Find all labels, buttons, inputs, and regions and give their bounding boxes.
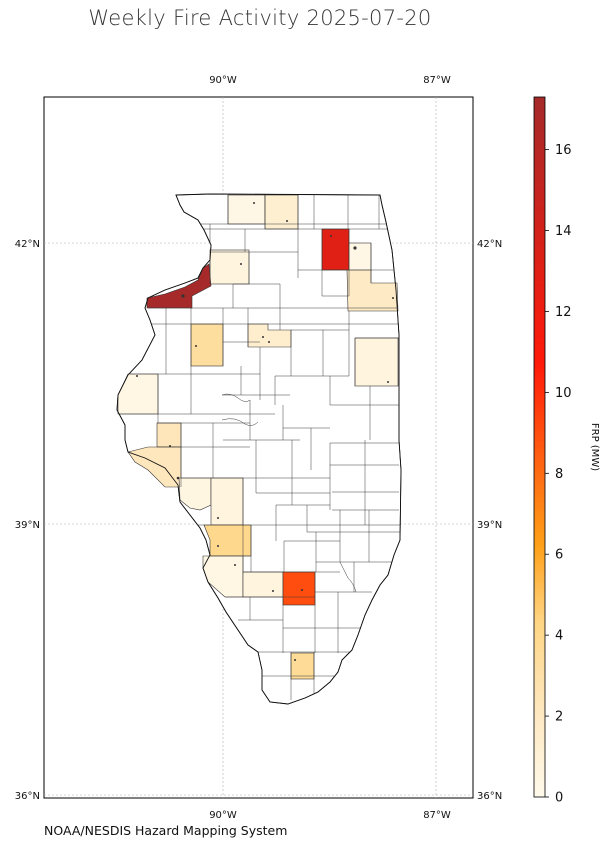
fire-detection-points (136, 202, 394, 661)
colorbar-tick-label: 16 (555, 143, 572, 158)
fire-point (169, 445, 171, 447)
illinois-border (116, 193, 402, 705)
fire-point (353, 246, 357, 250)
fire-point (136, 375, 138, 377)
colorbar-tick-label: 8 (555, 467, 563, 482)
map-title: Weekly Fire Activity 2025-07-20 (88, 6, 432, 30)
fire-point (195, 345, 197, 347)
lat-tick-label: 42°N (15, 239, 40, 250)
colorbar-label: FRP (MW) (589, 423, 600, 471)
source-attribution: NOAA/NESDIS Hazard Mapping System (44, 823, 288, 838)
lat-tick-label: 39°N (15, 520, 40, 531)
colorbar-ticks: 0 2 4 6 8 10 12 14 16 (545, 143, 572, 806)
colorbar-tick-label: 2 (555, 710, 563, 725)
fire-point (286, 220, 288, 222)
lon-tick-labels-top: 90°W 87°W (209, 75, 451, 86)
colorbar-gradient (533, 96, 546, 798)
colorbar-tick-label: 10 (555, 386, 572, 401)
lon-tick-label: 90°W (209, 75, 237, 86)
lon-tick-label: 90°W (209, 810, 237, 821)
fire-point (301, 589, 303, 591)
fire-point (217, 517, 219, 519)
fire-point (240, 263, 242, 265)
fire-point (268, 341, 270, 343)
fire-point (294, 659, 296, 661)
fire-point (262, 336, 264, 338)
fire-point (234, 564, 236, 566)
county-boundary-detail (221, 393, 357, 593)
lat-tick-label: 36°N (477, 791, 502, 802)
lon-tick-label: 87°W (423, 75, 451, 86)
fire-county-layer (117, 194, 399, 680)
lon-tick-label: 87°W (423, 810, 451, 821)
fire-point (181, 294, 185, 298)
lat-tick-label: 42°N (477, 239, 502, 250)
county-fire-8[interactable] (190, 323, 224, 367)
county-fire-1[interactable] (227, 194, 266, 225)
county-fire-3[interactable] (209, 249, 250, 285)
fire-point (176, 476, 180, 480)
county-fire-10[interactable] (354, 337, 399, 387)
lat-tick-label: 36°N (15, 791, 40, 802)
colorbar-tick-label: 14 (555, 224, 572, 239)
fire-point (387, 381, 389, 383)
fire-point (253, 202, 255, 204)
county-fire-2[interactable] (264, 194, 299, 230)
colorbar-tick-label: 4 (555, 629, 563, 644)
fire-point (217, 545, 219, 547)
lat-tick-labels-left: 42°N 39°N 36°N (15, 239, 40, 802)
colorbar-tick-label: 0 (555, 791, 563, 806)
fire-point (392, 297, 394, 299)
fire-point (330, 235, 332, 237)
county-fire-15[interactable] (210, 477, 244, 526)
county-fire-19[interactable] (282, 571, 316, 606)
colorbar-tick-label: 12 (555, 305, 572, 320)
lon-tick-labels-bottom: 90°W 87°W (209, 810, 451, 821)
colorbar-tick-label: 6 (555, 548, 563, 563)
lat-tick-labels-right: 42°N 39°N 36°N (477, 239, 502, 802)
lat-tick-label: 39°N (477, 520, 502, 531)
fire-point (272, 590, 274, 592)
